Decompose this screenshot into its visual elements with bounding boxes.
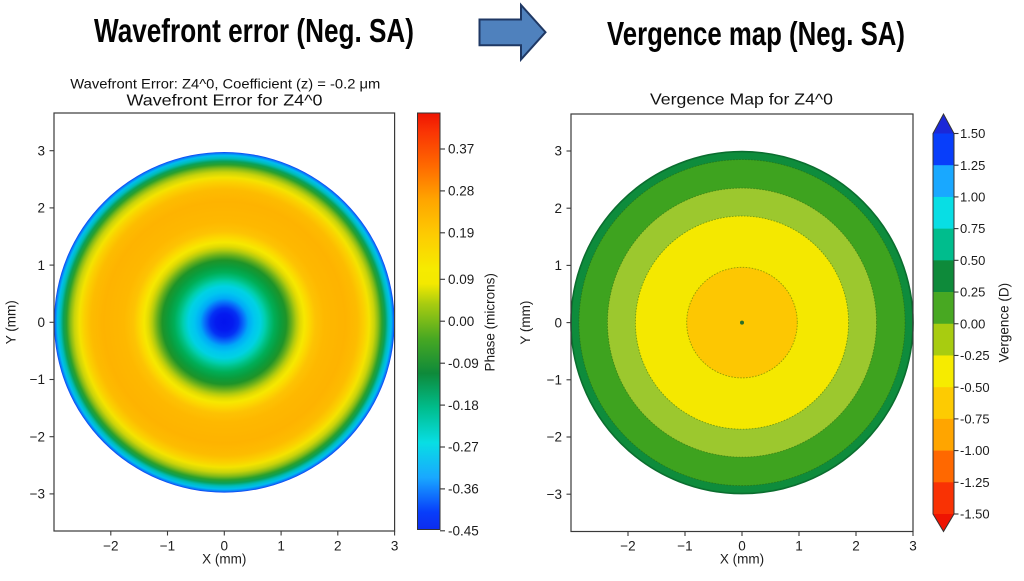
svg-text:Wavefront Error for Z4^0: Wavefront Error for Z4^0 [127,93,323,110]
svg-text:−1: −1 [677,539,692,554]
svg-text:1: 1 [277,539,285,554]
svg-text:3: 3 [391,539,399,554]
svg-text:Wavefront Error: Z4^0, Coeffic: Wavefront Error: Z4^0, Coefficient (z) =… [70,77,380,92]
svg-text:0: 0 [738,539,746,554]
svg-text:-1.50: -1.50 [960,507,990,522]
svg-text:Vergence map (Neg. SA): Vergence map (Neg. SA) [607,15,905,52]
svg-text:Y (mm): Y (mm) [518,301,533,345]
svg-text:-0.27: -0.27 [448,440,479,455]
svg-text:2: 2 [852,539,860,554]
svg-text:−2: −2 [547,430,562,445]
svg-text:3: 3 [554,144,562,159]
svg-text:Vergence (D): Vergence (D) [997,283,1012,363]
svg-text:−1: −1 [547,373,562,388]
svg-text:X (mm): X (mm) [720,552,764,567]
svg-text:1: 1 [554,258,562,273]
svg-text:0.09: 0.09 [448,272,474,287]
svg-text:−1: −1 [160,539,175,554]
svg-text:−1: −1 [30,372,45,387]
svg-text:-0.45: -0.45 [448,524,479,539]
svg-text:Y (mm): Y (mm) [4,300,19,344]
svg-text:-1.00: -1.00 [960,443,990,458]
svg-text:-0.75: -0.75 [960,411,990,426]
svg-text:1: 1 [37,258,45,273]
svg-text:0.28: 0.28 [448,184,474,199]
svg-text:2: 2 [554,201,562,216]
svg-text:0.37: 0.37 [448,142,474,157]
svg-text:−2: −2 [30,429,45,444]
svg-text:0: 0 [37,315,45,330]
svg-text:0.25: 0.25 [960,285,985,300]
svg-text:-0.36: -0.36 [448,482,479,497]
svg-text:Vergence Map for Z4^0: Vergence Map for Z4^0 [650,92,833,109]
svg-text:1.25: 1.25 [960,158,985,173]
svg-text:2: 2 [334,539,342,554]
svg-text:Wavefront error (Neg. SA): Wavefront error (Neg. SA) [94,12,414,49]
svg-text:1.00: 1.00 [960,190,985,205]
svg-text:−3: −3 [30,487,45,502]
svg-text:Phase (microns): Phase (microns) [483,273,498,371]
svg-text:-0.09: -0.09 [448,356,479,371]
svg-text:0: 0 [221,539,229,554]
svg-text:0.75: 0.75 [960,221,985,236]
svg-text:−2: −2 [620,539,635,554]
svg-text:3: 3 [37,143,45,158]
svg-text:X (mm): X (mm) [202,552,246,567]
svg-text:-0.50: -0.50 [960,380,990,395]
svg-text:-1.25: -1.25 [960,475,990,490]
svg-text:0.00: 0.00 [960,316,985,331]
svg-text:0.19: 0.19 [448,226,474,241]
svg-text:1: 1 [795,539,803,554]
svg-text:0.50: 0.50 [960,253,985,268]
svg-text:3: 3 [909,539,917,554]
svg-text:0: 0 [554,315,562,330]
svg-text:−2: −2 [103,539,118,554]
svg-text:1.50: 1.50 [960,126,985,141]
svg-text:-0.18: -0.18 [448,398,479,413]
svg-text:2: 2 [37,201,45,216]
svg-text:0.00: 0.00 [448,314,474,329]
svg-text:-0.25: -0.25 [960,348,990,363]
svg-text:−3: −3 [547,487,562,502]
